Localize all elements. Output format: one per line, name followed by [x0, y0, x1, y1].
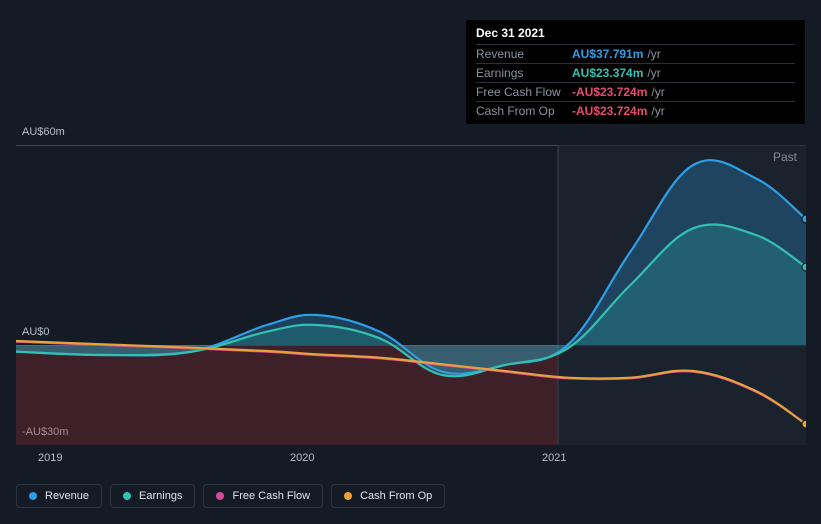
- tooltip-row: Free Cash Flow-AU$23.724m/yr: [476, 82, 795, 101]
- tooltip-metric-label: Revenue: [476, 47, 572, 61]
- x-axis-label: 2019: [38, 452, 62, 464]
- legend-item[interactable]: Cash From Op: [331, 484, 445, 508]
- chart-plot-area[interactable]: [16, 145, 806, 445]
- tooltip-metric-value: AU$23.374m: [572, 66, 643, 80]
- tooltip-metric-value: -AU$23.724m: [572, 104, 647, 118]
- tooltip-metric-unit: /yr: [651, 104, 664, 118]
- legend-item[interactable]: Revenue: [16, 484, 102, 508]
- legend-item[interactable]: Earnings: [110, 484, 195, 508]
- tooltip-metric-label: Free Cash Flow: [476, 85, 572, 99]
- tooltip-metric-label: Earnings: [476, 66, 572, 80]
- tooltip-metric-value: -AU$23.724m: [572, 85, 647, 99]
- legend-dot-icon: [123, 492, 131, 500]
- legend-dot-icon: [29, 492, 37, 500]
- tooltip-metric-unit: /yr: [647, 47, 660, 61]
- legend-label: Revenue: [45, 490, 89, 502]
- x-axis-label: 2020: [290, 452, 314, 464]
- legend-label: Free Cash Flow: [232, 490, 310, 502]
- x-axis-label: 2021: [542, 452, 566, 464]
- tooltip-metric-value: AU$37.791m: [572, 47, 643, 61]
- tooltip-metric-label: Cash From Op: [476, 104, 572, 118]
- legend-dot-icon: [216, 492, 224, 500]
- legend-dot-icon: [344, 492, 352, 500]
- chart-svg: [16, 145, 806, 445]
- tooltip-metric-unit: /yr: [651, 85, 664, 99]
- legend-label: Earnings: [139, 490, 182, 502]
- financials-chart: Dec 31 2021 RevenueAU$37.791m/yrEarnings…: [0, 0, 821, 524]
- tooltip-metric-unit: /yr: [647, 66, 660, 80]
- legend-label: Cash From Op: [360, 490, 432, 502]
- tooltip-row: RevenueAU$37.791m/yr: [476, 44, 795, 63]
- tooltip-row: EarningsAU$23.374m/yr: [476, 63, 795, 82]
- chart-tooltip: Dec 31 2021 RevenueAU$37.791m/yrEarnings…: [466, 20, 805, 124]
- legend-item[interactable]: Free Cash Flow: [203, 484, 323, 508]
- tooltip-date: Dec 31 2021: [476, 26, 795, 44]
- tooltip-row: Cash From Op-AU$23.724m/yr: [476, 101, 795, 120]
- chart-legend: Revenue Earnings Free Cash Flow Cash From O…: [16, 484, 445, 508]
- y-axis-label: AU$60m: [22, 126, 65, 138]
